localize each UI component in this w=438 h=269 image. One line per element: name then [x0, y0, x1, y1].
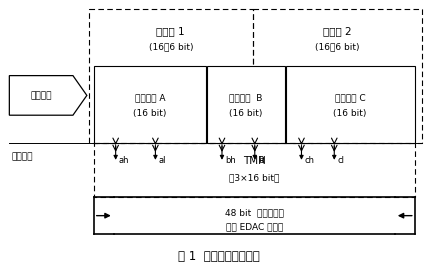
Text: (16 bit): (16 bit) — [333, 109, 366, 118]
Text: cl: cl — [336, 156, 343, 165]
Text: 汉明码 2: 汉明码 2 — [322, 26, 351, 36]
Text: 内存模块 A: 内存模块 A — [134, 93, 165, 102]
Text: ah: ah — [118, 156, 129, 165]
Text: 汉明码 1: 汉明码 1 — [156, 26, 185, 36]
FancyBboxPatch shape — [94, 66, 205, 143]
Text: 片选信号: 片选信号 — [11, 152, 33, 161]
Text: bl: bl — [257, 156, 265, 165]
Text: al: al — [158, 156, 166, 165]
Polygon shape — [9, 76, 87, 115]
Text: (16 bit): (16 bit) — [133, 109, 166, 118]
Text: 图 1  可变内存配置方案: 图 1 可变内存配置方案 — [178, 250, 259, 263]
Text: (16＋6 bit): (16＋6 bit) — [148, 43, 193, 51]
Text: 内存模块 C: 内存模块 C — [334, 93, 365, 102]
Text: TMR: TMR — [243, 156, 265, 166]
Text: 内存模块  B: 内存模块 B — [229, 93, 262, 102]
Text: （与 EDAC 连接）: （与 EDAC 连接） — [225, 222, 282, 232]
Text: ch: ch — [304, 156, 314, 165]
FancyBboxPatch shape — [207, 66, 284, 143]
Text: 48 bit  内存数据线: 48 bit 内存数据线 — [224, 209, 283, 218]
Text: （3×16 bit）: （3×16 bit） — [229, 173, 279, 182]
Text: (16＋6 bit): (16＋6 bit) — [314, 43, 359, 51]
Text: 地址总线: 地址总线 — [30, 91, 52, 100]
Text: (16 bit): (16 bit) — [229, 109, 262, 118]
FancyBboxPatch shape — [285, 66, 414, 143]
Text: bh: bh — [224, 156, 235, 165]
